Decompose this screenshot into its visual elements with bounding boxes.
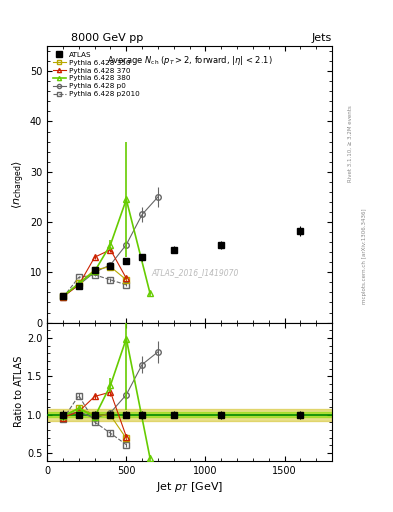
Text: Average $N_{\rm ch}$ ($p_T$$>$2, forward, $|\eta|$ < 2.1): Average $N_{\rm ch}$ ($p_T$$>$2, forward… (107, 54, 272, 68)
Text: ATLAS_2016_I1419070: ATLAS_2016_I1419070 (152, 268, 239, 278)
Y-axis label: $\langle n_{\rm charged}\rangle$: $\langle n_{\rm charged}\rangle$ (11, 160, 27, 209)
X-axis label: Jet $p_T$ [GeV]: Jet $p_T$ [GeV] (156, 480, 223, 494)
Text: Rivet 3.1.10, ≥ 3.2M events: Rivet 3.1.10, ≥ 3.2M events (348, 105, 353, 182)
Text: 8000 GeV pp: 8000 GeV pp (71, 33, 143, 44)
Text: Jets: Jets (312, 33, 332, 44)
Legend: ATLAS, Pythia 6.428 350, Pythia 6.428 370, Pythia 6.428 380, Pythia 6.428 p0, Py: ATLAS, Pythia 6.428 350, Pythia 6.428 37… (51, 50, 142, 99)
Y-axis label: Ratio to ATLAS: Ratio to ATLAS (14, 356, 24, 428)
Text: mcplots.cern.ch [arXiv:1306.3436]: mcplots.cern.ch [arXiv:1306.3436] (362, 208, 367, 304)
